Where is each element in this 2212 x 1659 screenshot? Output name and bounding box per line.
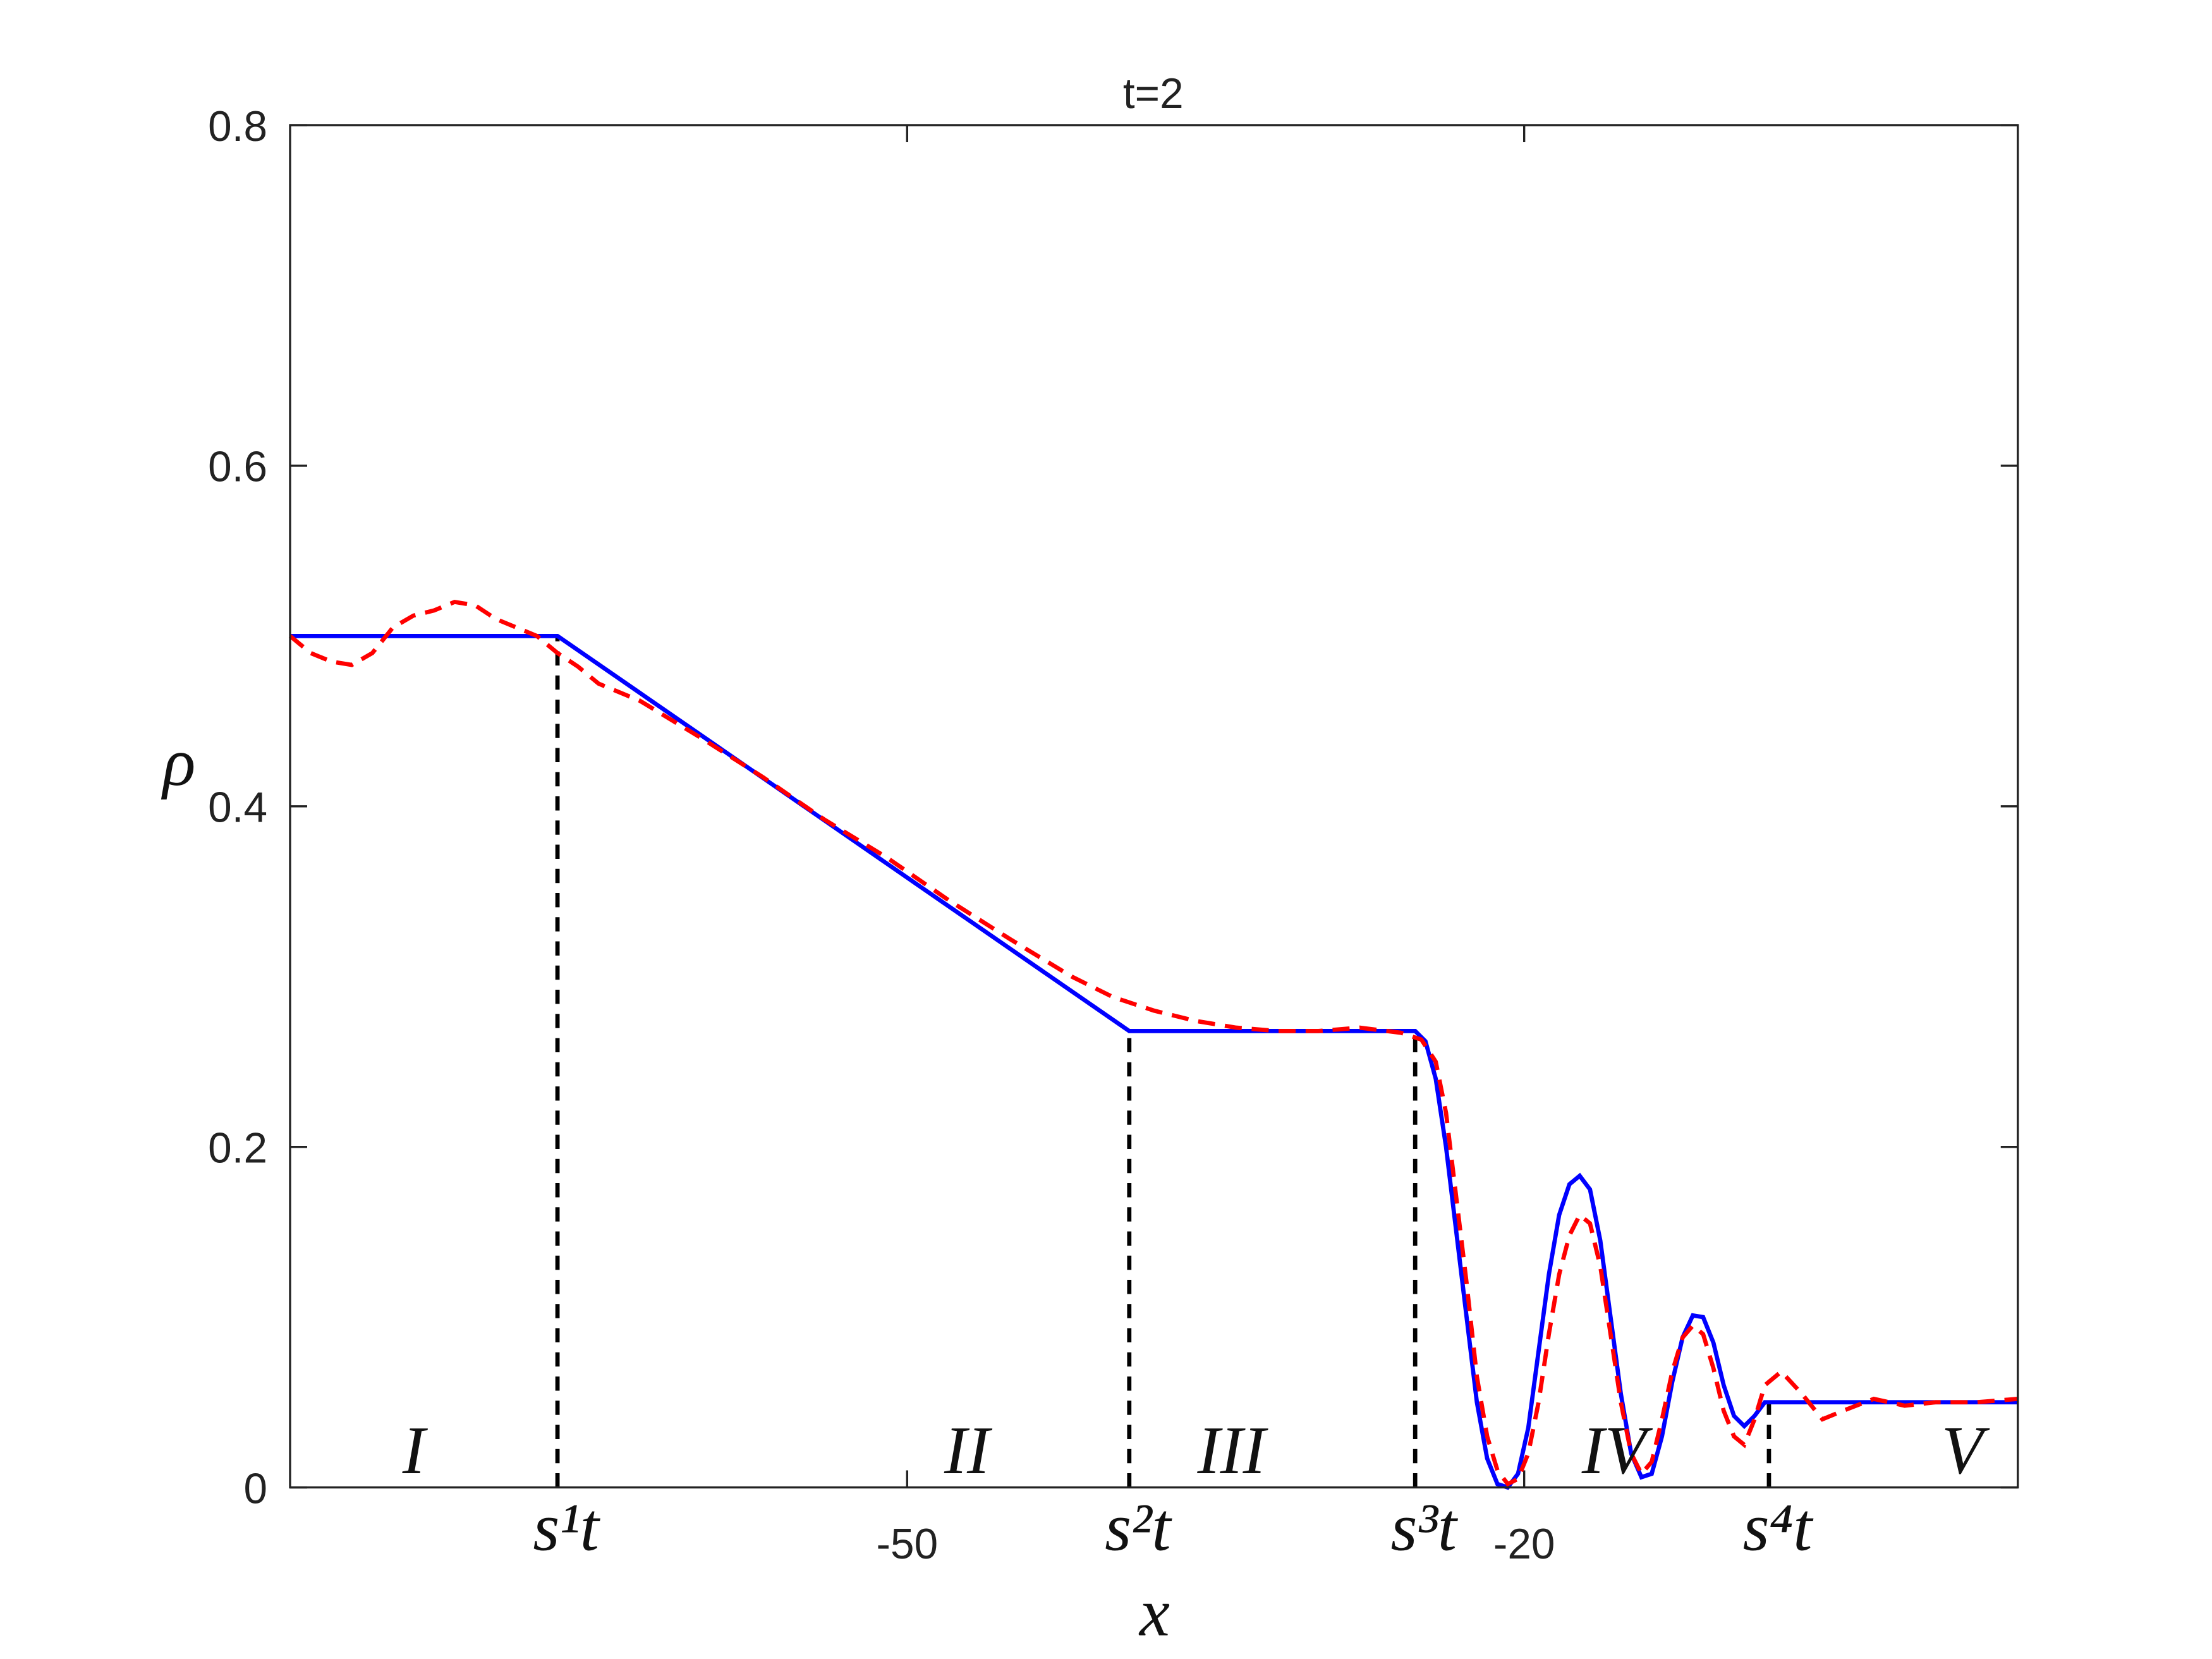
region-label: IV [1581,1413,1653,1488]
y-tick-label: 0.6 [208,444,267,491]
x-tick-label: -50 [877,1521,939,1568]
region-label: III [1197,1413,1269,1488]
data-line [290,633,2018,1490]
marker-label: s¹t [533,1490,600,1565]
axes-box [289,124,2019,1489]
data-line [288,599,2019,1487]
marker-label: s²t [1105,1490,1172,1565]
y-tick-label: 0.4 [208,784,267,832]
y-tick-label: 0.8 [208,103,267,150]
marker-label: s⁴t [1743,1490,1814,1565]
x-tick-label: -20 [1493,1521,1555,1568]
y-tick-label: 0 [243,1465,267,1512]
plot: t=2 ρ x 0 0.2 0.4 0.6 0.8 -50 -20 s¹t s²t s³t s⁴t I… [161,70,2019,1651]
region-label: II [944,1413,993,1488]
y-axis-label: ρ [161,725,196,800]
region-label: I [402,1413,428,1488]
y-tick-label: 0.2 [208,1124,267,1172]
region-label: V [1942,1413,1990,1488]
marker-label: s³t [1390,1490,1458,1565]
chart-title: t=2 [1123,70,1184,118]
x-axis-label: x [1138,1576,1170,1651]
